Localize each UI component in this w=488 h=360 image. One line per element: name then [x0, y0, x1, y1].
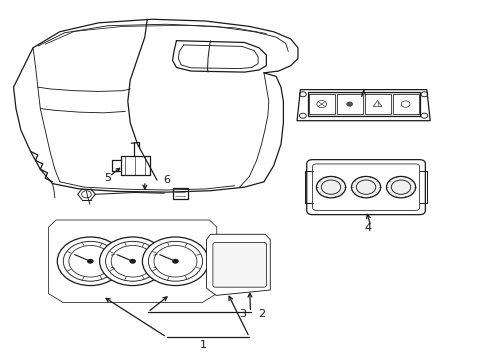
FancyBboxPatch shape — [307, 93, 419, 116]
Circle shape — [57, 237, 123, 285]
Text: 7: 7 — [357, 89, 364, 99]
Polygon shape — [210, 237, 266, 293]
Circle shape — [172, 259, 179, 264]
Text: 6: 6 — [163, 175, 170, 185]
FancyBboxPatch shape — [364, 94, 390, 114]
Text: 4: 4 — [364, 223, 371, 233]
Circle shape — [142, 237, 208, 285]
FancyBboxPatch shape — [306, 159, 425, 215]
Circle shape — [129, 259, 136, 264]
Polygon shape — [48, 220, 216, 302]
Text: 1: 1 — [199, 340, 206, 350]
Text: 5: 5 — [103, 173, 111, 183]
Text: 3: 3 — [239, 309, 246, 319]
FancyBboxPatch shape — [312, 164, 419, 210]
Circle shape — [69, 246, 112, 277]
Circle shape — [154, 246, 197, 277]
Circle shape — [111, 246, 154, 277]
Circle shape — [316, 176, 345, 198]
FancyBboxPatch shape — [336, 94, 362, 114]
Polygon shape — [206, 234, 270, 296]
FancyBboxPatch shape — [308, 94, 334, 114]
Polygon shape — [52, 223, 212, 300]
Circle shape — [351, 176, 380, 198]
Circle shape — [148, 241, 202, 281]
Polygon shape — [57, 226, 207, 296]
Circle shape — [346, 102, 352, 106]
Circle shape — [386, 176, 415, 198]
FancyBboxPatch shape — [392, 94, 418, 114]
FancyBboxPatch shape — [212, 243, 266, 287]
Polygon shape — [296, 90, 429, 121]
Circle shape — [105, 241, 160, 281]
Circle shape — [87, 259, 94, 264]
Text: 2: 2 — [258, 309, 264, 319]
Circle shape — [100, 237, 165, 285]
Circle shape — [63, 241, 117, 281]
